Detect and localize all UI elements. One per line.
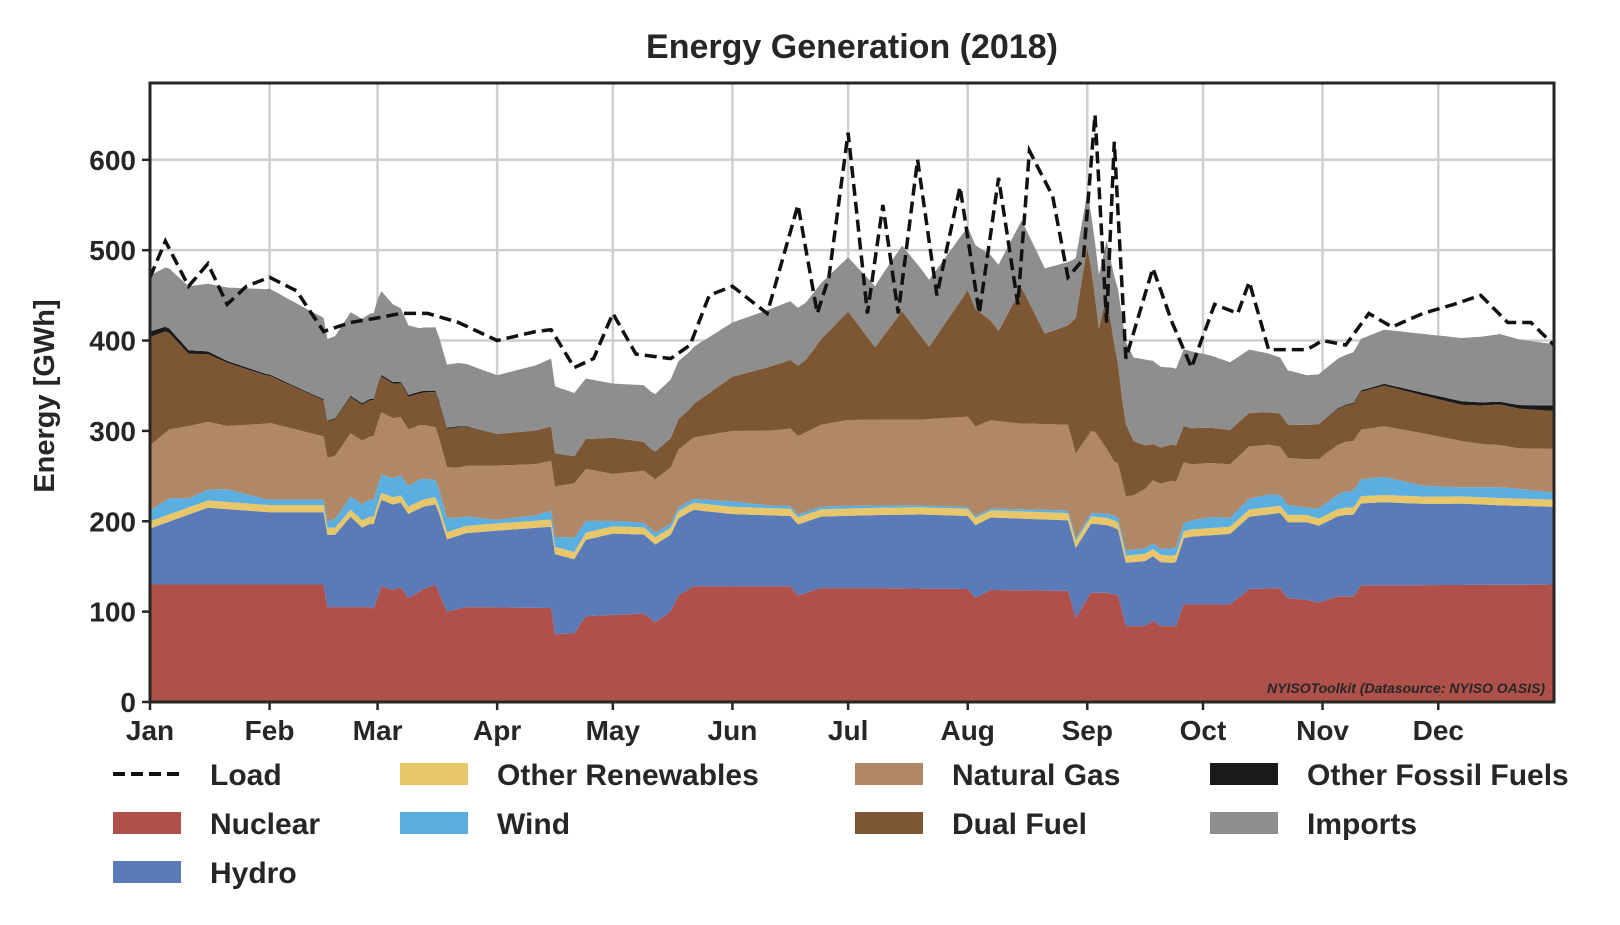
x-tick-label-1: Feb <box>245 715 295 746</box>
plot-frame <box>148 81 1556 704</box>
x-tick-label-11: Dec <box>1413 715 1464 746</box>
y-tick-label-5: 500 <box>89 235 136 266</box>
load-line-layer <box>148 114 1556 373</box>
x-tick-label-6: Jul <box>828 715 868 746</box>
legend-label-other-fossil-fuels: Other Fossil Fuels <box>1307 759 1569 792</box>
legend-label-hydro: Hydro <box>210 857 297 890</box>
legend-label-wind: Wind <box>497 808 570 841</box>
credit-text: NYISOToolkit (Datasource: NYISO OASIS) <box>1267 680 1545 696</box>
area-imports <box>150 192 1554 457</box>
stacked-areas <box>150 192 1554 702</box>
area-nuclear <box>150 584 1554 702</box>
x-tick-label-7: Aug <box>940 715 994 746</box>
area-other-renewables <box>150 492 1554 563</box>
legend-label-other-renewables: Other Renewables <box>497 759 759 792</box>
x-tick-label-8: Sep <box>1062 715 1113 746</box>
legend-swatch-wind <box>400 812 468 834</box>
x-tick-label-10: Nov <box>1296 715 1349 746</box>
y-tick-label-1: 100 <box>89 597 136 628</box>
y-tick-label-4: 400 <box>89 326 136 357</box>
area-dual-fuel <box>150 246 1554 497</box>
x-tick-label-5: Jun <box>708 715 758 746</box>
legend-swatch-natural-gas <box>855 763 923 785</box>
x-tick-label-9: Oct <box>1180 715 1227 746</box>
legend-swatch-nuclear <box>113 812 181 834</box>
axis-ticks: 0 100 200 300 400 500 600 Jan Feb Mar Apr May Jun Jul… <box>89 145 1464 746</box>
x-tick-label-4: May <box>586 715 641 746</box>
chart-title: Energy Generation (2018) <box>646 28 1058 66</box>
legend-label-nuclear: Nuclear <box>210 808 320 841</box>
legend-swatch-other-renewables <box>400 763 468 785</box>
x-tick-label-3: Apr <box>473 715 521 746</box>
legend-swatch-hydro <box>113 861 181 883</box>
area-natural-gas <box>150 412 1554 551</box>
x-tick-label-2: Mar <box>353 715 403 746</box>
legend-swatch-other-fossil-fuels <box>1210 763 1278 785</box>
y-tick-label-6: 600 <box>89 145 136 176</box>
y-tick-label-3: 300 <box>89 416 136 447</box>
x-tick-label-0: Jan <box>126 715 174 746</box>
legend: Load Nuclear Hydro Other Renewables Wind Natu… <box>113 759 1569 890</box>
legend-label-load: Load <box>210 759 282 792</box>
y-tick-label-0: 0 <box>120 687 136 718</box>
legend-label-natural-gas: Natural Gas <box>952 759 1120 792</box>
legend-label-dual-fuel: Dual Fuel <box>952 808 1087 841</box>
load-line <box>148 114 1556 373</box>
legend-swatch-imports <box>1210 812 1278 834</box>
y-tick-label-2: 200 <box>89 506 136 537</box>
y-axis-label: Energy [GWh] <box>29 299 61 492</box>
area-hydro <box>150 499 1554 635</box>
legend-label-imports: Imports <box>1307 808 1417 841</box>
legend-swatch-dual-fuel <box>855 812 923 834</box>
